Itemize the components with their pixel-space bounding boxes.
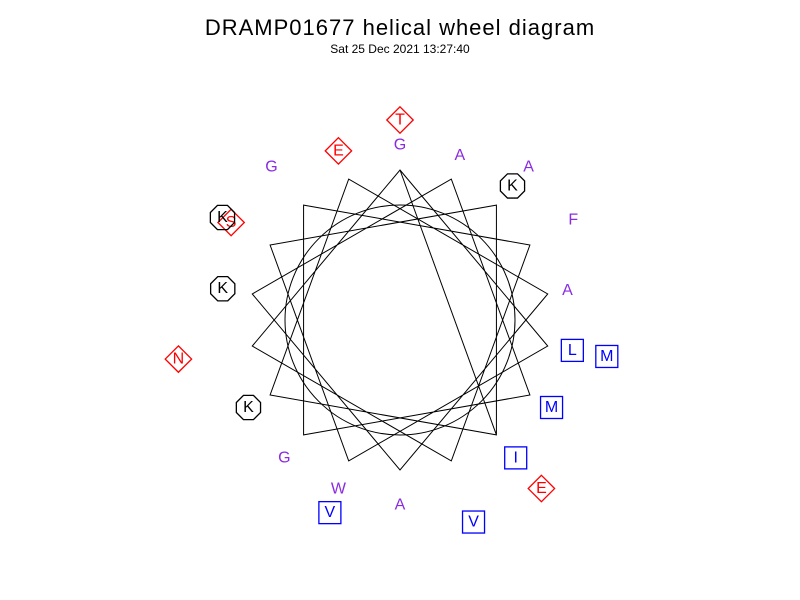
- residue-label: K: [243, 399, 254, 416]
- residue-label: E: [333, 142, 344, 159]
- residue-label: A: [455, 147, 466, 164]
- residue-label: I: [513, 449, 517, 466]
- residue-label: W: [331, 481, 347, 498]
- residue-label: M: [600, 348, 613, 365]
- residue-label: A: [562, 282, 573, 299]
- residue-label: K: [507, 177, 518, 194]
- residue-label: V: [468, 514, 479, 531]
- residue-label: M: [545, 399, 558, 416]
- helical-wheel-diagram: GLWSKIKEAAKAMGGFVNTMVKAE: [0, 0, 800, 600]
- residue-label: N: [173, 351, 185, 368]
- residue-label: T: [395, 112, 405, 129]
- residue-label: G: [278, 449, 290, 466]
- residue-label: K: [217, 209, 228, 226]
- residue-label: A: [523, 158, 534, 175]
- residue-label: A: [395, 497, 406, 514]
- residue-label: V: [325, 504, 336, 521]
- residue-label: F: [568, 212, 578, 229]
- residue-label: L: [568, 342, 577, 359]
- residue-label: E: [536, 480, 547, 497]
- residue-label: K: [217, 280, 228, 297]
- residue-label: G: [394, 137, 406, 154]
- residue-label: G: [265, 158, 277, 175]
